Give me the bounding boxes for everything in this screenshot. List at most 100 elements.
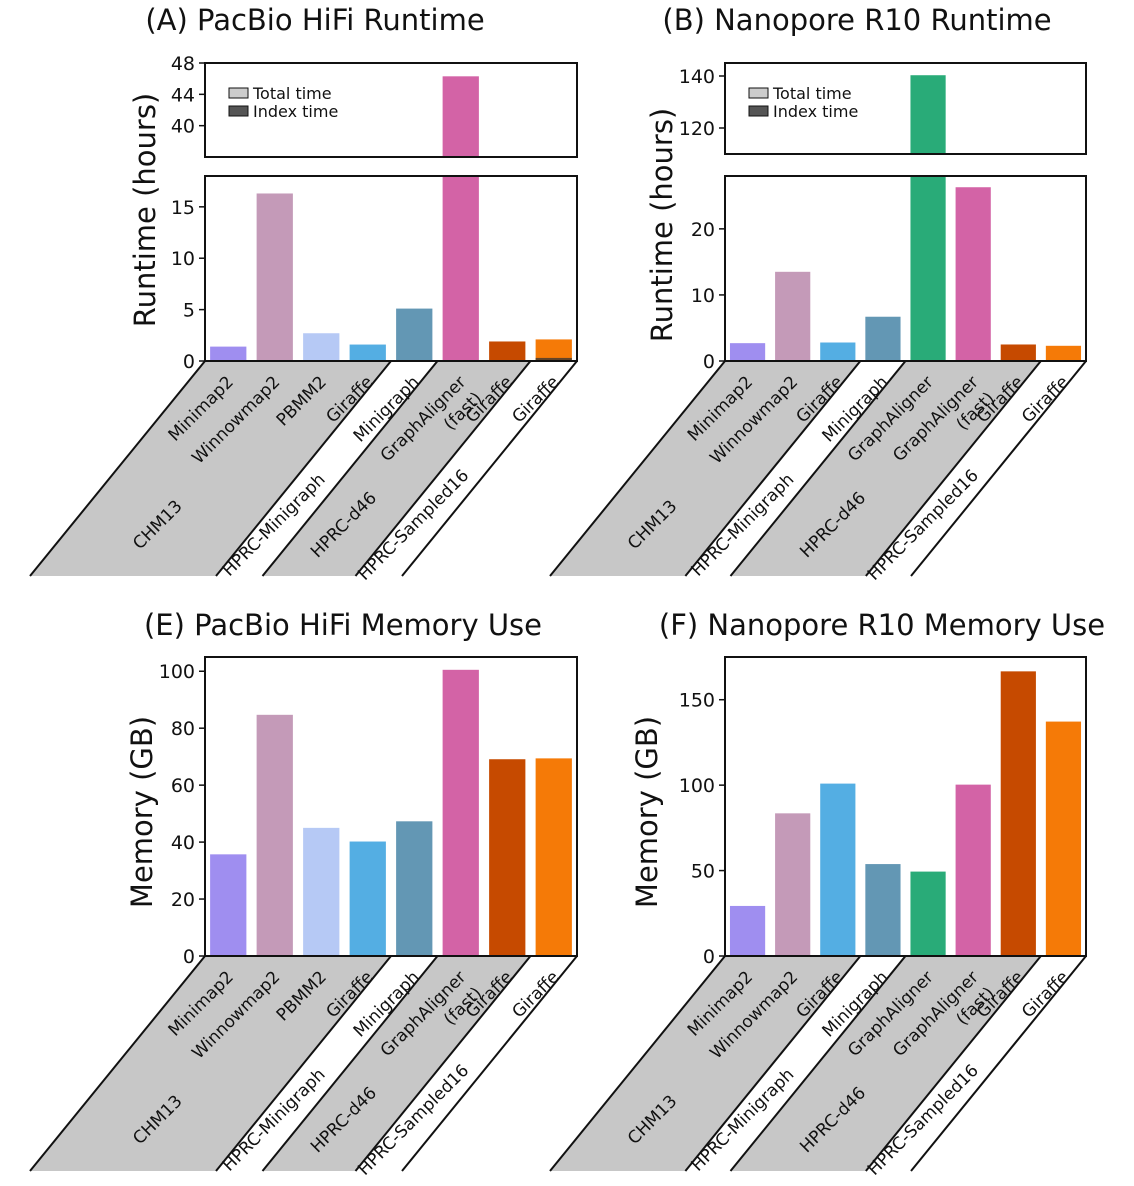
bar bbox=[535, 758, 572, 956]
bar bbox=[1045, 721, 1082, 956]
bar bbox=[1000, 671, 1036, 956]
y-axis-label: Memory (GB) bbox=[630, 716, 664, 908]
bar-index bbox=[535, 357, 572, 361]
y-tick-label: 60 bbox=[171, 775, 195, 797]
group-band-2 bbox=[730, 361, 1041, 576]
legend-label-total: Total time bbox=[252, 84, 332, 103]
y-tick-label: 80 bbox=[171, 718, 195, 740]
group-band-2 bbox=[730, 956, 1041, 1171]
legend-label-total: Total time bbox=[772, 84, 852, 103]
bar bbox=[729, 905, 766, 956]
bar-lower bbox=[396, 308, 433, 361]
y-tick-label: 140 bbox=[679, 66, 715, 88]
group-separator-3 bbox=[354, 360, 532, 577]
bar bbox=[820, 783, 856, 956]
group-separator-3 bbox=[354, 955, 532, 1172]
group-separator-2 bbox=[261, 955, 439, 1172]
bar-lower bbox=[489, 341, 526, 361]
group-band-2 bbox=[262, 956, 531, 1171]
group-separator-0 bbox=[549, 955, 726, 1172]
y-axis-label: Runtime (hours) bbox=[645, 108, 679, 343]
bar bbox=[303, 827, 340, 956]
bar-lower bbox=[442, 176, 479, 361]
group-separator-1 bbox=[215, 955, 392, 1172]
bar bbox=[442, 669, 479, 956]
bar-lower bbox=[910, 176, 946, 361]
group-separator-0 bbox=[29, 955, 206, 1172]
legend-swatch-index bbox=[748, 105, 769, 117]
bar-lower bbox=[535, 339, 572, 361]
group-separator-4 bbox=[910, 955, 1087, 1172]
legend-label-index: Index time bbox=[773, 102, 858, 121]
bar-lower bbox=[1000, 344, 1036, 361]
bar bbox=[210, 854, 247, 956]
legend-swatch-total bbox=[748, 87, 769, 99]
lower-axis-frame bbox=[724, 175, 1087, 362]
y-tick-label: 44 bbox=[171, 84, 195, 106]
y-tick-label: 15 bbox=[171, 197, 195, 219]
y-tick-label: 0 bbox=[703, 946, 715, 968]
axis-frame bbox=[204, 656, 578, 957]
axis-frame bbox=[724, 656, 1087, 957]
chart-title: (F) Nanopore R10 Memory Use bbox=[659, 608, 1105, 642]
bar bbox=[910, 871, 946, 956]
bar-lower bbox=[349, 344, 386, 361]
bar bbox=[489, 759, 526, 956]
bar bbox=[349, 841, 386, 956]
chart-title: (B) Nanopore R10 Runtime bbox=[662, 3, 1051, 37]
group-band-2 bbox=[262, 361, 531, 576]
bar-lower bbox=[256, 193, 293, 361]
legend-swatch-total bbox=[228, 87, 249, 99]
chart-title: (E) PacBio HiFi Memory Use bbox=[144, 608, 542, 642]
y-tick-label: 100 bbox=[159, 661, 195, 683]
bar-lower bbox=[729, 343, 766, 361]
group-separator-1 bbox=[215, 360, 392, 577]
y-axis-label: Memory (GB) bbox=[125, 716, 159, 908]
y-tick-label: 10 bbox=[171, 248, 195, 270]
y-tick-label: 20 bbox=[691, 219, 715, 241]
bar-lower bbox=[865, 316, 901, 361]
y-tick-label: 100 bbox=[679, 775, 715, 797]
group-band-0 bbox=[30, 361, 391, 576]
y-tick-label: 120 bbox=[679, 118, 715, 140]
bar-lower bbox=[210, 346, 247, 361]
bar bbox=[865, 864, 901, 956]
chart-title: (A) PacBio HiFi Runtime bbox=[145, 3, 484, 37]
group-separator-2 bbox=[729, 955, 907, 1172]
bar-upper bbox=[910, 75, 946, 154]
group-separator-3 bbox=[865, 955, 1042, 1172]
y-axis-label: Runtime (hours) bbox=[128, 93, 162, 328]
legend-label-index: Index time bbox=[253, 102, 338, 121]
y-tick-label: 48 bbox=[171, 53, 195, 75]
group-separator-4 bbox=[401, 360, 578, 577]
bar-lower bbox=[303, 333, 340, 361]
lower-axis-frame bbox=[204, 175, 578, 362]
group-band-0 bbox=[550, 361, 861, 576]
y-tick-label: 40 bbox=[171, 832, 195, 854]
group-separator-1 bbox=[684, 360, 862, 577]
group-separator-0 bbox=[549, 360, 726, 577]
group-separator-1 bbox=[684, 955, 862, 1172]
group-band-0 bbox=[550, 956, 861, 1171]
upper-axis-frame bbox=[724, 62, 1087, 155]
legend-swatch-index bbox=[228, 105, 249, 117]
bar-lower bbox=[820, 342, 856, 361]
y-tick-label: 0 bbox=[703, 351, 715, 373]
y-tick-label: 150 bbox=[679, 690, 715, 712]
y-tick-label: 5 bbox=[183, 300, 195, 322]
group-separator-3 bbox=[865, 360, 1042, 577]
y-tick-label: 10 bbox=[691, 285, 715, 307]
bar bbox=[396, 821, 433, 956]
y-tick-label: 40 bbox=[171, 116, 195, 138]
bar-lower bbox=[1045, 345, 1082, 361]
group-separator-0 bbox=[29, 360, 206, 577]
category-label: Giraffe bbox=[508, 967, 563, 1022]
category-label: Giraffe bbox=[1018, 967, 1073, 1022]
group-separator-2 bbox=[261, 360, 439, 577]
bar-lower bbox=[775, 271, 811, 361]
